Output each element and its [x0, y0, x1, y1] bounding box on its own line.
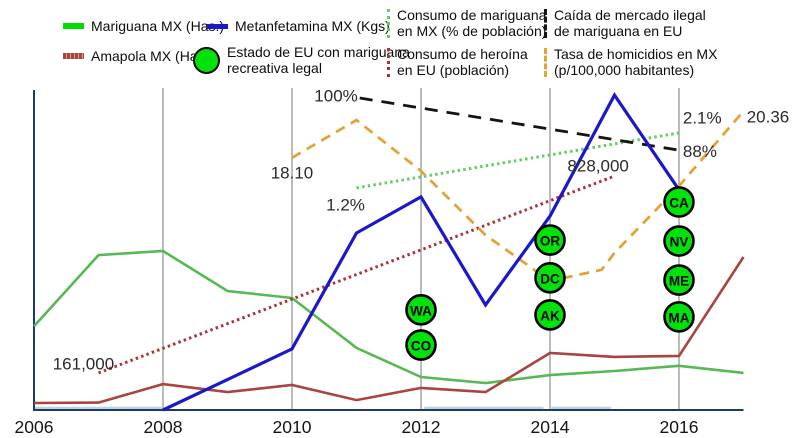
legend-label-metanfetamina: Metanfetamina MX (Kgs) [235, 18, 390, 34]
state-marker-or [534, 224, 566, 256]
state-marker-label: MA [669, 310, 690, 325]
state-marker-ca [663, 186, 695, 218]
dotted-red-swatch-icon [387, 47, 390, 77]
annotation-100%: 100% [314, 86, 357, 105]
legend-item-amapola: Amapola MX (Has.) [63, 48, 213, 64]
legend-label-consumo-mariguana: Consumo de mariguana en MX (% de poblaci… [397, 7, 547, 39]
x-tick-2016: 2016 [660, 417, 699, 437]
state-circle-swatch-icon [193, 46, 220, 74]
legend-label-mariguana: Mariguana MX (Has.) [91, 18, 225, 34]
series-line [162, 92, 681, 412]
state-marker-label: WA [410, 303, 432, 318]
series-line [33, 256, 745, 405]
state-marker-wa [405, 294, 437, 326]
annotation-1.2%: 1.2% [326, 195, 365, 214]
legend-label-estado-eu: Estado de EU con mariguana recreativa le… [227, 44, 410, 76]
legend-label-tasa-homicidios: Tasa de homicidios en MX (p/100,000 habi… [554, 46, 718, 78]
mariguana-line-swatch-icon [63, 23, 84, 29]
legend-label-consumo-heroina: Consumo de heroína en EU (población) [397, 46, 528, 78]
annotation-18.10: 18.10 [271, 163, 314, 182]
legend-item-estado-eu: Estado de EU con mariguana recreativa le… [193, 44, 410, 76]
legend-item-caida-mercado: Caída de mercado ilegal de mariguana en … [544, 7, 706, 39]
legend-item-consumo-mariguana: Consumo de mariguana en MX (% de poblaci… [387, 7, 546, 39]
legend-label-caida-mercado: Caída de mercado ilegal de mariguana en … [554, 7, 706, 39]
x-tick-2010: 2010 [273, 417, 312, 437]
x-tick-2012: 2012 [402, 417, 441, 437]
state-marker-label: OR [540, 234, 561, 249]
state-marker-ak [534, 299, 566, 331]
state-marker-nv [663, 225, 695, 257]
annotation-2.1%: 2.1% [683, 108, 722, 127]
state-marker-label: NV [670, 235, 689, 250]
state-marker-label: CA [669, 196, 689, 211]
legend-label-amapola: Amapola MX (Has.) [91, 48, 214, 64]
x-tick-2008: 2008 [144, 417, 183, 437]
state-marker-label: ME [669, 274, 689, 289]
dashed-black-swatch-icon [544, 8, 547, 38]
dotted-green-swatch-icon [387, 8, 390, 38]
state-marker-ma [663, 301, 695, 333]
annotation-828,000: 828,000 [567, 156, 628, 175]
state-marker-label: AK [540, 308, 560, 323]
state-marker-me [663, 264, 695, 296]
series-line [33, 249, 744, 385]
x-tick-2014: 2014 [531, 417, 570, 437]
legend-item-consumo-heroina: Consumo de heroína en EU (población) [387, 46, 528, 78]
state-marker-co [405, 329, 437, 361]
x-tick-2006: 2006 [15, 417, 54, 437]
metanfetamina-line-swatch-icon [207, 23, 228, 29]
legend-item-mariguana: Mariguana MX (Has.) [63, 18, 224, 34]
annotation-88%: 88% [683, 142, 717, 161]
state-marker-label: CO [411, 339, 431, 354]
series-line [97, 174, 616, 375]
legend: Mariguana MX (Has.) Amapola MX (Has.) Me… [0, 0, 793, 85]
state-marker-label: DC [540, 271, 560, 286]
state-marker-dc [534, 262, 566, 294]
dashed-orange-swatch-icon [544, 47, 547, 77]
annotation-161,000: 161,000 [53, 354, 114, 373]
legend-item-tasa-homicidios: Tasa de homicidios en MX (p/100,000 habi… [544, 46, 717, 78]
series-line [359, 96, 680, 152]
amapola-line-swatch-icon [63, 53, 84, 59]
annotation-20.36: 20.36 [747, 107, 790, 126]
legend-item-metanfetamina: Metanfetamina MX (Kgs) [207, 18, 390, 34]
